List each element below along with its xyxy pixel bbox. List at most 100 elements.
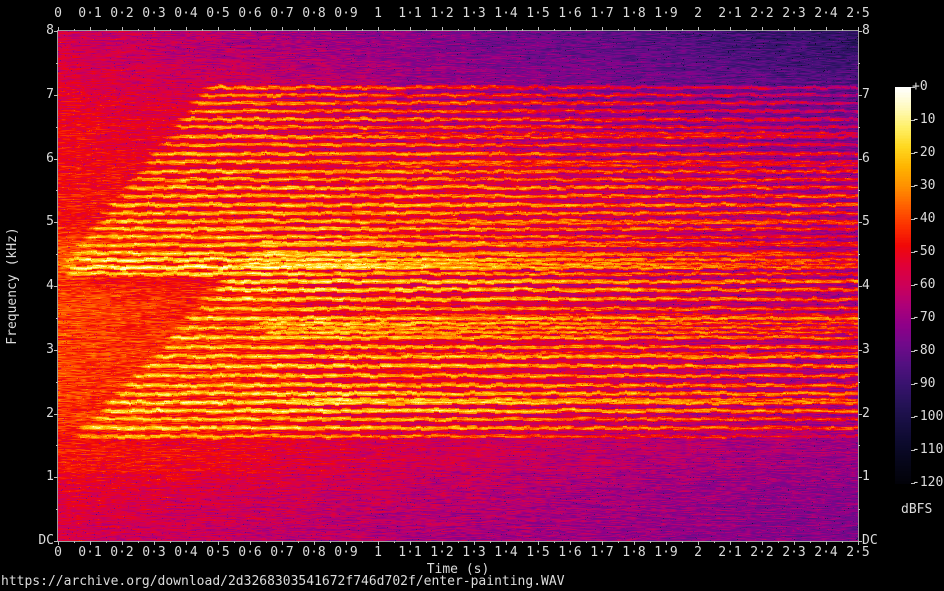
x-tick-label-top: 1·7	[590, 6, 614, 21]
x-tick-label-bottom: 1·4	[494, 545, 518, 560]
x-tick-label-top: 0·2	[110, 6, 134, 21]
y-minor-tick	[56, 381, 58, 383]
x-minor-tick	[234, 541, 235, 543]
x-tick-label-top: 1·2	[430, 6, 454, 21]
x-major-tick	[314, 541, 315, 545]
x-major-tick	[218, 27, 219, 31]
y-tick-label-right: 5	[862, 214, 870, 230]
x-tick-label-top: 2·1	[718, 6, 742, 21]
x-tick-label-bottom: 1	[374, 545, 382, 560]
x-tick-label-top: 1·8	[622, 6, 646, 21]
y-tick-label-left: 3	[46, 341, 54, 357]
x-major-tick	[90, 27, 91, 31]
spectrogram-heatmap	[58, 31, 858, 541]
y-major-tick	[858, 158, 862, 160]
x-major-tick	[826, 27, 827, 31]
x-minor-tick	[426, 29, 427, 31]
x-major-tick	[186, 541, 187, 545]
y-major-tick	[54, 477, 58, 479]
x-major-tick	[666, 27, 667, 31]
x-major-tick	[442, 27, 443, 31]
x-tick-label-bottom: 2·3	[782, 545, 806, 560]
colorbar-tick-label: -10	[912, 112, 936, 127]
x-tick-label-bottom: 0·7	[270, 545, 294, 560]
x-tick-label-top: 0·7	[270, 6, 294, 21]
x-major-tick	[474, 27, 475, 31]
x-minor-tick	[522, 541, 523, 543]
x-major-tick	[378, 27, 379, 31]
x-minor-tick	[746, 541, 747, 543]
x-major-tick	[570, 27, 571, 31]
y-major-tick	[54, 413, 58, 415]
colorbar-tick	[911, 219, 915, 220]
colorbar-tick	[911, 384, 915, 385]
colorbar-tick-label: -40	[912, 211, 936, 226]
y-minor-tick	[858, 62, 860, 64]
y-major-tick	[858, 477, 862, 479]
x-tick-label-top: 0·4	[174, 6, 198, 21]
x-major-tick	[506, 27, 507, 31]
x-major-tick	[282, 541, 283, 545]
x-tick-label-bottom: 1·9	[654, 545, 678, 560]
x-tick-label-bottom: 1·8	[622, 545, 646, 560]
x-tick-label-bottom: 0·3	[142, 545, 166, 560]
x-minor-tick	[778, 541, 779, 543]
x-tick-label-top: 0·8	[302, 6, 326, 21]
colorbar-tick-label: -70	[912, 310, 936, 325]
y-tick-label-left: 5	[46, 214, 54, 230]
colorbar-tick	[911, 351, 915, 352]
x-tick-label-top: 1·3	[462, 6, 486, 21]
x-major-tick	[634, 27, 635, 31]
y-tick-label-left: 7	[46, 86, 54, 102]
x-minor-tick	[554, 541, 555, 543]
y-major-tick	[858, 31, 862, 32]
y-tick-label-left: 6	[46, 150, 54, 166]
y-tick-label-left: 4	[46, 278, 54, 293]
x-tick-label-top: 2·5	[846, 6, 870, 21]
x-tick-label-bottom: 0·1	[78, 545, 102, 560]
x-major-tick	[794, 27, 795, 31]
x-major-tick	[58, 27, 59, 31]
y-tick-label-left: 8	[46, 23, 54, 38]
colorbar-tick-label: -60	[912, 277, 936, 292]
x-major-tick	[602, 27, 603, 31]
x-minor-tick	[522, 29, 523, 31]
x-minor-tick	[778, 29, 779, 31]
y-minor-tick	[56, 317, 58, 319]
y-tick-label-right: 6	[862, 150, 870, 166]
x-tick-label-top: 1·6	[558, 6, 582, 21]
x-major-tick	[794, 541, 795, 545]
y-major-tick	[54, 31, 58, 32]
y-tick-label-right: 3	[862, 341, 870, 357]
x-minor-tick	[490, 541, 491, 543]
x-major-tick	[346, 27, 347, 31]
x-tick-label-bottom: 1·6	[558, 545, 582, 560]
colorbar-tick	[911, 87, 915, 88]
x-tick-label-bottom: 2·5	[846, 545, 870, 560]
colorbar-tick	[911, 483, 915, 484]
x-minor-tick	[266, 541, 267, 543]
colorbar-tick	[911, 318, 915, 319]
x-minor-tick	[618, 541, 619, 543]
x-tick-label-top: 1·9	[654, 6, 678, 21]
x-major-tick	[506, 541, 507, 545]
x-minor-tick	[362, 541, 363, 543]
x-minor-tick	[746, 29, 747, 31]
y-tick-label-right: DC	[862, 533, 878, 548]
x-major-tick	[762, 541, 763, 545]
colorbar-tick	[911, 186, 915, 187]
colorbar-tick-label: -50	[912, 244, 936, 259]
x-tick-label-top: 0·9	[334, 6, 358, 21]
x-minor-tick	[842, 541, 843, 543]
x-tick-label-top: 1	[374, 6, 382, 21]
colorbar-tick-label: +0	[912, 79, 928, 94]
x-major-tick	[634, 541, 635, 545]
x-major-tick	[698, 27, 699, 31]
x-tick-label-top: 1·1	[398, 6, 422, 21]
colorbar-tick-label: -80	[912, 343, 936, 358]
y-minor-tick	[858, 190, 860, 192]
x-major-tick	[730, 541, 731, 545]
colorbar-tick-label: -30	[912, 178, 936, 193]
y-minor-tick	[858, 126, 860, 128]
